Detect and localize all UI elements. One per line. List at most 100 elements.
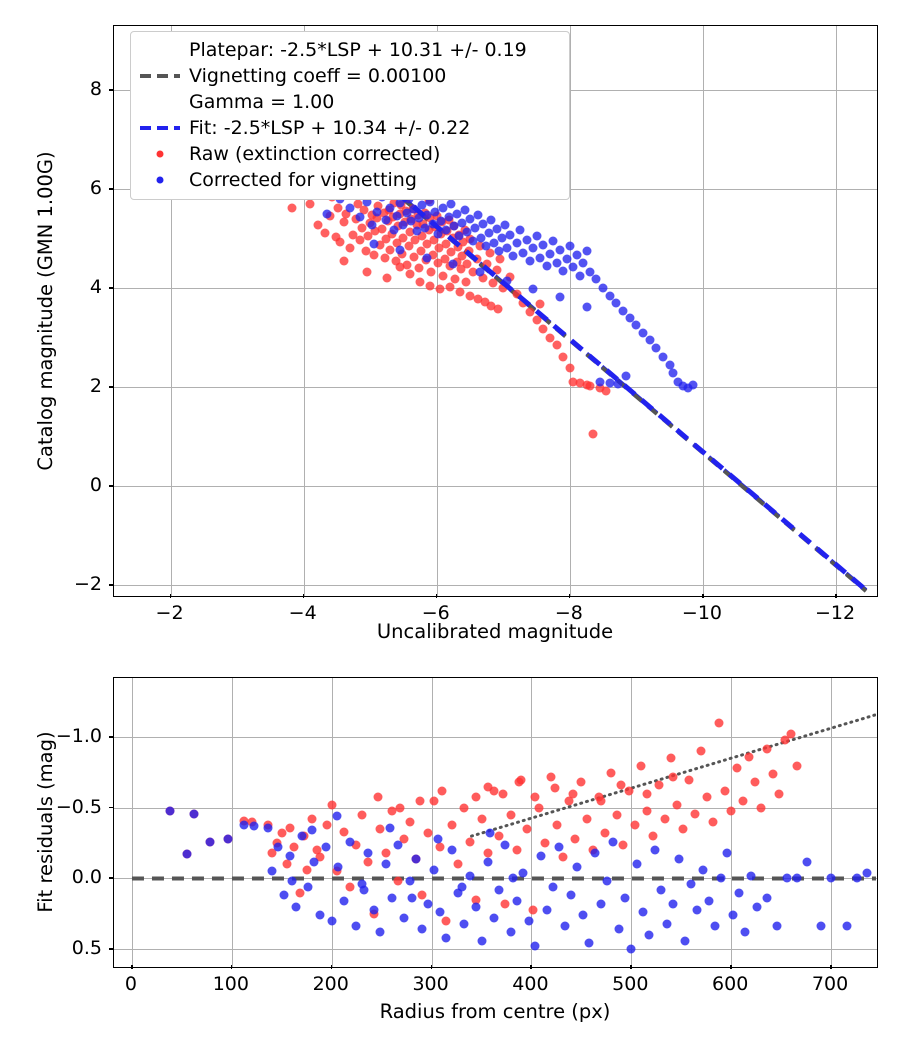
scatter-point [267,848,277,858]
scatter-point [282,859,292,869]
gridline-horizontal [114,387,877,389]
scatter-point [399,913,409,923]
scatter-point [613,379,623,389]
scatter-point [395,803,405,813]
scatter-point [182,849,192,859]
scatter-point [555,292,565,302]
scatter-point [422,253,432,263]
gridline-vertical [331,678,333,967]
scatter-point [470,223,480,233]
y-axis-tick-label: 6 [89,177,102,200]
scatter-point [768,769,778,779]
scatter-point [445,282,455,292]
scatter-point [528,243,538,253]
scatter-point [313,220,323,230]
x-axis-tick [430,965,433,969]
scatter-point [500,840,510,850]
scatter-point [433,258,443,268]
scatter-point [381,234,391,244]
scatter-point [568,377,578,387]
scatter-point [363,857,373,867]
scatter-point [678,824,688,834]
scatter-point [433,834,443,844]
scatter-point [409,252,419,262]
scatter-point [478,273,488,283]
scatter-point [417,890,427,900]
legend-label-fit: Fit: -2.5*LSP + 10.34 +/- 0.22 [189,117,471,139]
scatter-point [486,301,496,311]
scatter-point [668,368,678,378]
reference-lines [131,713,876,881]
scatter-point [710,921,720,931]
scatter-point [738,796,748,806]
scatter-point [698,865,708,875]
scatter-point [626,944,636,954]
scatter-point [475,241,485,251]
scatter-point [447,845,457,855]
scatter-point [379,208,389,218]
scatter-point [518,298,528,308]
scatter-point [415,796,425,806]
scatter-point [602,876,612,886]
x-axis-tick [701,594,704,598]
scatter-point [774,789,784,799]
scatter-point [606,768,616,778]
scatter-point [716,873,726,883]
scatter-point [650,845,660,855]
gridline-vertical [303,26,305,596]
scatter-point [568,789,578,799]
scatter-point [548,882,558,892]
gridline-horizontal [114,288,877,290]
scatter-point [441,239,451,249]
scatter-point [532,231,542,241]
scatter-point [437,786,447,796]
scatter-point [287,203,297,213]
scatter-point [756,803,766,813]
scatter-point [576,777,586,787]
scatter-point [277,828,287,838]
scatter-point [494,831,504,841]
y-axis-tick [109,948,113,950]
scatter-point [611,298,621,308]
scatter-point [494,246,504,256]
scatter-point [359,885,369,895]
scatter-point [478,219,488,229]
scatter-point [432,211,442,221]
scatter-point [558,266,568,276]
x-axis-tick [730,965,732,969]
scatter-point [373,201,383,211]
scatter-point [750,777,760,787]
scatter-point [395,245,405,255]
x-axis-tick [302,594,305,598]
scatter-point [205,837,215,847]
scatter-point [417,924,427,934]
scatter-point [596,899,606,909]
scatter-point [618,840,628,850]
scatter-point [575,378,585,388]
scatter-point [485,248,495,258]
scatter-point [483,857,492,867]
y-axis-tick-label: −1.0 [55,725,102,748]
y-axis-tick-label: −2 [73,573,102,596]
x-axis-tick-label: 100 [212,973,249,995]
scatter-point [560,921,570,931]
gridline-vertical [231,678,233,967]
scatter-point [636,761,646,771]
scatter-point [410,235,420,245]
scatter-point [398,233,408,243]
x-axis-tick-label: 0 [124,973,138,995]
scatter-point [239,820,249,830]
scatter-point [484,228,494,238]
scatter-point [578,910,588,920]
scatter-point [665,360,675,370]
scatter-point [532,315,542,325]
scatter-point [555,245,565,255]
gridline-vertical [531,678,533,967]
scatter-point [351,921,361,931]
scatter-point [322,820,332,830]
scatter-point [568,262,578,272]
scatter-point [552,820,562,830]
gridline-vertical [836,26,838,596]
scatter-point [406,216,416,226]
